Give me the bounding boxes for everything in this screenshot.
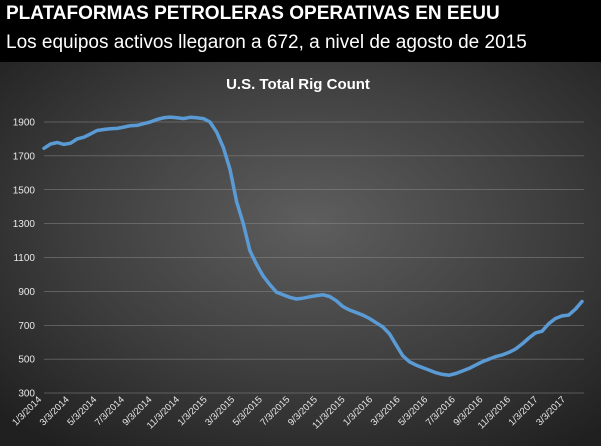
headline: PLATAFORMAS PETROLERAS OPERATIVAS EN EEU…	[6, 3, 500, 24]
chart-title: U.S. Total Rig Count	[226, 76, 370, 93]
y-tick-label: 1300	[13, 219, 36, 230]
y-tick-label: 300	[18, 389, 35, 400]
y-tick-label: 500	[18, 355, 35, 366]
series-layer	[42, 115, 584, 377]
chart-background	[0, 62, 601, 446]
header-band: PLATAFORMAS PETROLERAS OPERATIVAS EN EEU…	[0, 0, 601, 62]
y-tick-label: 1900	[13, 118, 36, 129]
y-tick-label: 1500	[13, 185, 36, 196]
y-tick-label: 1700	[13, 151, 36, 162]
y-tick-label: 1100	[13, 253, 35, 264]
y-axis-ticks: 300 500 700 900 1100 1300 1500 1700 1900	[13, 118, 36, 400]
series-line-rig-count	[42, 115, 584, 377]
rig-count-chart: U.S. Total Rig Count 300 500 700 900 1100 130…	[0, 62, 601, 446]
chart-panel: U.S. Total Rig Count 300 500 700 900 1100 130…	[0, 62, 601, 446]
y-tick-label: 700	[18, 321, 35, 332]
grid-lines	[44, 121, 584, 394]
subheadline: Los equipos activos llegaron a 672, a ni…	[6, 32, 527, 53]
y-tick-label: 900	[18, 287, 35, 298]
